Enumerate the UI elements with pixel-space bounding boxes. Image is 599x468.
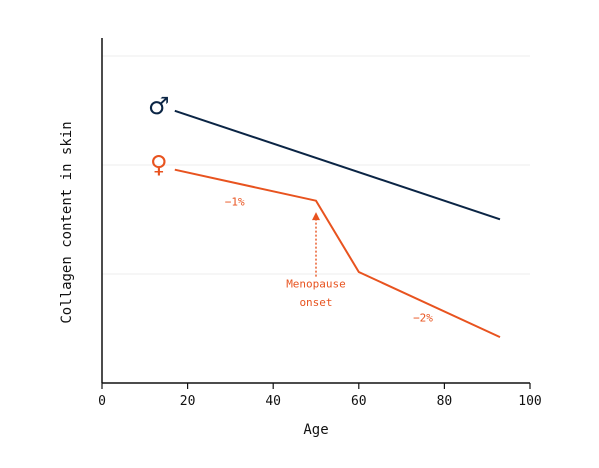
x-tick-label-0: 0 [98, 394, 106, 409]
x-tick-label-60: 60 [351, 394, 367, 409]
series-symbol-1: ♀ [150, 151, 168, 179]
x-ticks: 0 20 40 60 80 100 [98, 383, 542, 409]
x-axis-label: Age [303, 422, 328, 438]
y-axis-label: Collagen content in skin [59, 121, 75, 323]
annotation-1: Menopause [286, 278, 346, 291]
axes [101, 38, 530, 384]
series-line-0 [174, 109, 501, 221]
series-symbol-0: ♂ [148, 92, 170, 120]
annotation-3: −2% [413, 312, 433, 325]
axis-labels: Age Collagen content in skin [59, 121, 329, 438]
annotations: −1% Menopause onset −2% [225, 195, 434, 324]
x-tick-label-20: 20 [180, 394, 196, 409]
x-tick-label-40: 40 [265, 394, 281, 409]
menopause-arrow-head [312, 212, 320, 221]
x-tick-label-80: 80 [437, 394, 453, 409]
annotation-2: onset [299, 296, 332, 309]
series-line-1 [174, 168, 501, 339]
x-tick-label-100: 100 [518, 394, 541, 409]
annotation-0: −1% [225, 195, 245, 208]
gridlines [102, 55, 530, 275]
series-lines [174, 109, 501, 339]
series-markers: ♂♀ [148, 92, 170, 179]
